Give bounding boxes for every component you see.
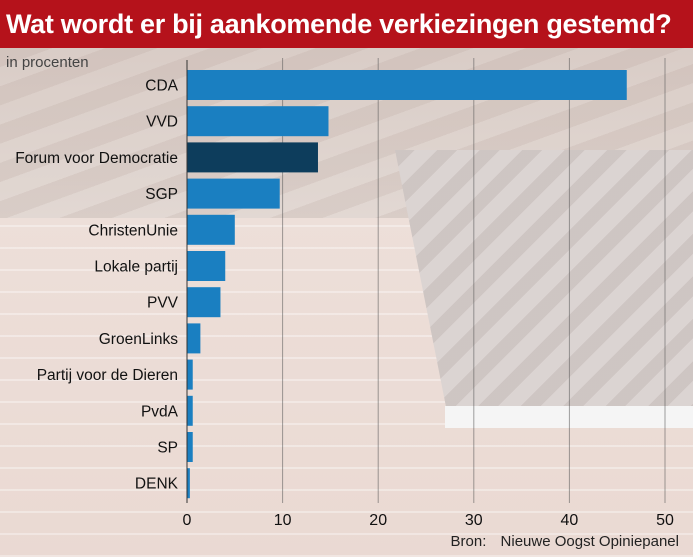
- bar-partij-voor-de-dieren: [187, 359, 193, 390]
- category-label: PvdA: [141, 403, 179, 420]
- category-label: PVV: [147, 295, 179, 312]
- bar-pvda: [187, 395, 193, 426]
- category-label: GroenLinks: [99, 331, 179, 348]
- chart-subtitle: in procenten: [6, 54, 89, 71]
- source-text: Nieuwe Oogst Opiniepanel: [500, 533, 679, 550]
- source-label: Bron:: [450, 533, 487, 550]
- bar-christenunie: [187, 214, 235, 245]
- x-tick-label: 0: [183, 512, 192, 529]
- category-label: VVD: [146, 114, 178, 131]
- x-tick-label: 20: [369, 512, 387, 529]
- x-tick-label: 10: [274, 512, 292, 529]
- chart-title: Wat wordt er bij aankomende verkiezingen…: [0, 0, 693, 48]
- category-label: Lokale partij: [94, 259, 178, 276]
- x-tick-label: 40: [561, 512, 579, 529]
- category-label: CDA: [145, 78, 178, 95]
- category-label: SGP: [145, 186, 178, 203]
- bar-pvv: [187, 287, 221, 318]
- category-label: SP: [157, 440, 178, 457]
- bar-lokale-partij: [187, 251, 226, 281]
- source-note: Bron: Nieuwe Oogst Opiniepanel: [451, 533, 679, 550]
- x-tick-label: 30: [465, 512, 483, 529]
- bar-cda: [187, 70, 627, 100]
- bar-groenlinks: [187, 323, 201, 354]
- bar-vvd: [187, 106, 329, 137]
- x-tick-label: 50: [656, 512, 674, 529]
- background-roof-right: [395, 150, 693, 420]
- bar-forum-voor-democratie: [187, 142, 318, 173]
- bar-denk: [187, 468, 190, 499]
- category-label: Forum voor Democratie: [15, 150, 178, 167]
- category-label: ChristenUnie: [88, 222, 178, 239]
- bar-sp: [187, 432, 193, 462]
- bar-sgp: [187, 178, 280, 209]
- category-label: Partij voor de Dieren: [37, 367, 178, 384]
- category-label: DENK: [135, 476, 179, 493]
